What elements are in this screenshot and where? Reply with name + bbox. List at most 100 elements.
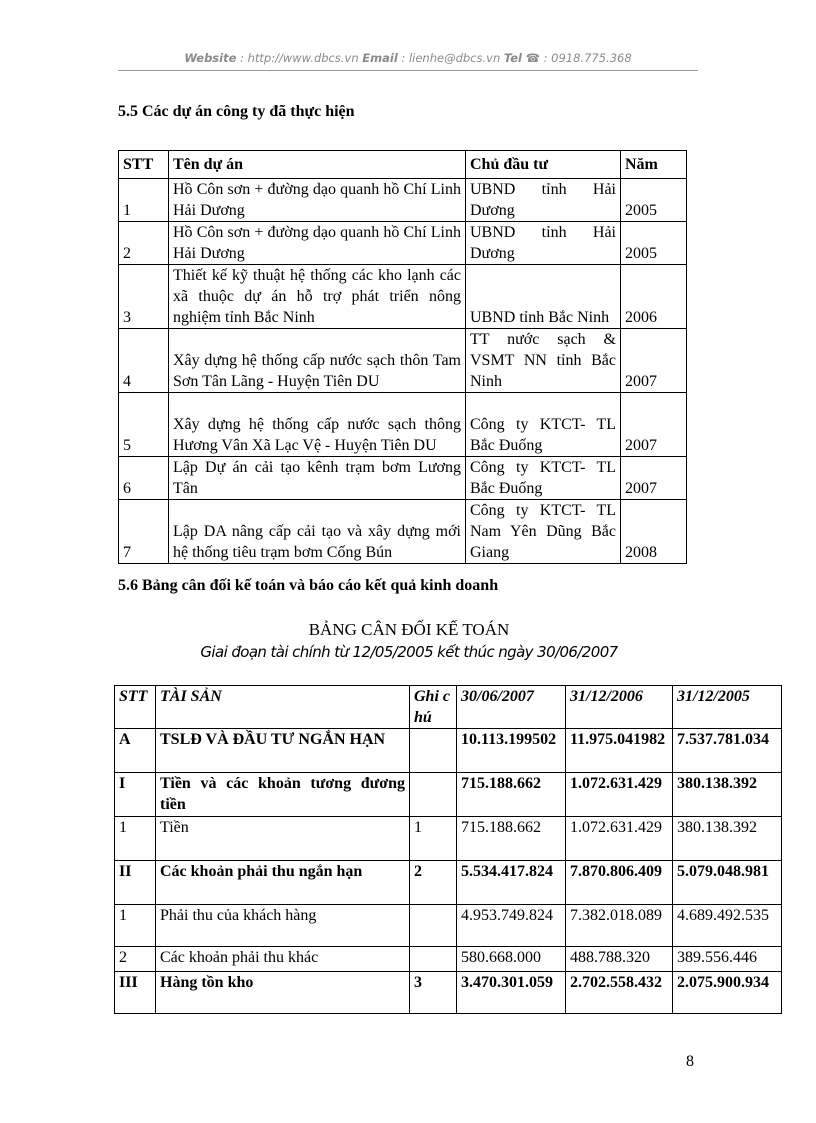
table-cell: 2 bbox=[409, 860, 457, 905]
table-cell: 7.870.806.409 bbox=[565, 860, 673, 905]
phone-icon: ☎ bbox=[525, 51, 540, 65]
column-header: TÀI SẢN bbox=[155, 685, 410, 729]
website-label: Website bbox=[184, 51, 237, 65]
column-header: STT bbox=[114, 685, 156, 729]
table-row: 2 Các khoản phải thu khác 580.668.000 488.7… bbox=[114, 946, 782, 972]
table-cell: Các khoản phải thu khác bbox=[155, 946, 410, 972]
table-cell: Lập Dự án cải tạo kênh trạm bơm Lương Tâ… bbox=[168, 456, 466, 500]
table-row: II Các khoản phải thu ngắn hạn 2 5.534.417.… bbox=[114, 860, 782, 905]
table-cell: 1 bbox=[114, 816, 156, 861]
table-cell: I bbox=[114, 772, 156, 817]
table-cell: 715.188.662 bbox=[456, 816, 566, 861]
table-cell: 2007 bbox=[620, 456, 687, 500]
table-cell: Công ty KTCT- TL Bắc Đuống bbox=[465, 456, 621, 500]
table-cell: 2007 bbox=[620, 328, 687, 393]
email-link[interactable]: : lienhe@dbcs.vn bbox=[401, 51, 501, 65]
table-cell: III bbox=[114, 971, 156, 1014]
balance-sheet-subtitle: Giai đoạn tài chính từ 12/05/2005 kết th… bbox=[200, 643, 618, 661]
table-cell: Công ty KTCT- TL Nam Yên Dũng Bắc Giang bbox=[465, 499, 621, 564]
table-row: 2 Hồ Côn sơn + đường dạo quanh hồ Chí Lin… bbox=[118, 221, 687, 265]
table-cell: Xây dựng hệ thống cấp nước sạch thôn Tam… bbox=[168, 328, 466, 393]
section-heading-balance: 5.6 Bảng cân đối kế toán và báo cáo kết … bbox=[118, 577, 499, 594]
table-row: 1 Tiền 1 715.188.662 1.072.631.429 380.138.39… bbox=[114, 816, 782, 861]
table-row: 5 Xây dựng hệ thống cấp nước sạch thông H… bbox=[118, 392, 687, 457]
table-cell: II bbox=[114, 860, 156, 905]
table-cell bbox=[409, 904, 457, 947]
table-cell: 488.788.320 bbox=[565, 946, 673, 972]
table-row: 6 Lập Dự án cải tạo kênh trạm bơm Lương T… bbox=[118, 456, 687, 500]
column-header: STT bbox=[118, 150, 169, 179]
table-cell: Các khoản phải thu ngắn hạn bbox=[155, 860, 410, 905]
table-cell: Xây dựng hệ thống cấp nước sạch thông Hư… bbox=[168, 392, 466, 457]
table-cell: 1 bbox=[114, 904, 156, 947]
table-cell: 2008 bbox=[620, 499, 687, 564]
table-row: 1 Phải thu của khách hàng 4.953.749.824 7.3… bbox=[114, 904, 782, 947]
table-cell: 6 bbox=[118, 456, 169, 500]
table-cell: UBND tỉnh Hải Dương bbox=[465, 221, 621, 265]
page-header: Website : http://www.dbcs.vn Email : lie… bbox=[118, 51, 698, 65]
table-cell: 389.556.446 bbox=[672, 946, 782, 972]
column-header: 31/12/2006 bbox=[565, 685, 673, 729]
table-cell: 2006 bbox=[620, 264, 687, 329]
table-cell: 2007 bbox=[620, 392, 687, 457]
table-row: 4 Xây dựng hệ thống cấp nước sạch thôn Ta… bbox=[118, 328, 687, 393]
column-header: Chủ đầu tư bbox=[465, 150, 621, 179]
table-header-row: STT TÀI SẢN Ghi chú 30/06/2007 31/12/2006 31/… bbox=[114, 685, 782, 729]
section-heading-projects: 5.5 Các dự án công ty đã thực hiện bbox=[118, 103, 355, 120]
table-cell: Công ty KTCT- TL Bắc Đuống bbox=[465, 392, 621, 457]
header-divider bbox=[118, 70, 698, 71]
table-cell: 1.072.631.429 bbox=[565, 772, 673, 817]
table-cell: 580.668.000 bbox=[456, 946, 566, 972]
table-row: 1 Hồ Côn sơn + đường dạo quanh hồ Chí Lin… bbox=[118, 178, 687, 222]
table-cell: 7 bbox=[118, 499, 169, 564]
table-cell: 5.079.048.981 bbox=[672, 860, 782, 905]
table-cell: Hồ Côn sơn + đường dạo quanh hồ Chí Linh… bbox=[168, 178, 466, 222]
table-cell: 5.534.417.824 bbox=[456, 860, 566, 905]
table-cell: UBND tỉnh Bắc Ninh bbox=[465, 264, 621, 329]
table-header-row: STT Tên dự án Chủ đầu tư Năm bbox=[118, 150, 687, 179]
balance-sheet-table: STT TÀI SẢN Ghi chú 30/06/2007 31/12/2006 31/… bbox=[114, 685, 782, 1014]
table-cell: UBND tỉnh Hải Dương bbox=[465, 178, 621, 222]
table-cell: 2005 bbox=[620, 221, 687, 265]
balance-sheet-title: BẢNG CÂN ĐỐI KẾ TOÁN bbox=[308, 620, 510, 639]
table-cell: A bbox=[114, 728, 156, 773]
table-cell: 1.072.631.429 bbox=[565, 816, 673, 861]
table-cell: 3 bbox=[409, 971, 457, 1014]
table-cell bbox=[409, 772, 457, 817]
table-row: 7 Lập DA nâng cấp cải tạo và xây dựng mới… bbox=[118, 499, 687, 564]
table-cell: 4.953.749.824 bbox=[456, 904, 566, 947]
table-cell: Thiết kế kỹ thuật hệ thống các kho lạnh … bbox=[168, 264, 466, 329]
email-label: Email bbox=[362, 51, 398, 65]
table-cell: Phải thu của khách hàng bbox=[155, 904, 410, 947]
column-header: 31/12/2005 bbox=[672, 685, 782, 729]
table-cell: Hàng tồn kho bbox=[155, 971, 410, 1014]
table-cell: 1 bbox=[409, 816, 457, 861]
table-cell: 1 bbox=[118, 178, 169, 222]
table-cell: 380.138.392 bbox=[672, 772, 782, 817]
table-cell: 7.537.781.034 bbox=[672, 728, 782, 773]
table-row: I Tiền và các khoản tương đương tiền 715.1… bbox=[114, 772, 782, 817]
website-link[interactable]: : http://www.dbcs.vn bbox=[240, 51, 359, 65]
table-row: III Hàng tồn kho 3 3.470.301.059 2.702.558.4… bbox=[114, 971, 782, 1014]
column-header: Tên dự án bbox=[168, 150, 466, 179]
table-cell: 380.138.392 bbox=[672, 816, 782, 861]
projects-table: STT Tên dự án Chủ đầu tư Năm 1 Hồ Côn sơn + đ… bbox=[118, 150, 687, 564]
tel-value: : 0918.775.368 bbox=[543, 51, 632, 65]
column-header: Năm bbox=[620, 150, 687, 179]
table-cell: TSLĐ VÀ ĐẦU TƯ NGẮN HẠN bbox=[155, 728, 410, 773]
table-cell: 7.382.018.089 bbox=[565, 904, 673, 947]
table-cell: Hồ Côn sơn + đường dạo quanh hồ Chí Linh… bbox=[168, 221, 466, 265]
table-cell: 10.113.199502 bbox=[456, 728, 566, 773]
table-cell: 4.689.492.535 bbox=[672, 904, 782, 947]
table-cell: Lập DA nâng cấp cải tạo và xây dựng mới … bbox=[168, 499, 466, 564]
table-cell: 2.702.558.432 bbox=[565, 971, 673, 1014]
table-cell: 4 bbox=[118, 328, 169, 393]
tel-label: Tel bbox=[503, 51, 522, 65]
table-cell: 2 bbox=[118, 221, 169, 265]
column-header: 30/06/2007 bbox=[456, 685, 566, 729]
table-cell: Tiền bbox=[155, 816, 410, 861]
table-row: A TSLĐ VÀ ĐẦU TƯ NGẮN HẠN 10.113.199502 11.… bbox=[114, 728, 782, 773]
table-cell: 3.470.301.059 bbox=[456, 971, 566, 1014]
table-cell: 2.075.900.934 bbox=[672, 971, 782, 1014]
